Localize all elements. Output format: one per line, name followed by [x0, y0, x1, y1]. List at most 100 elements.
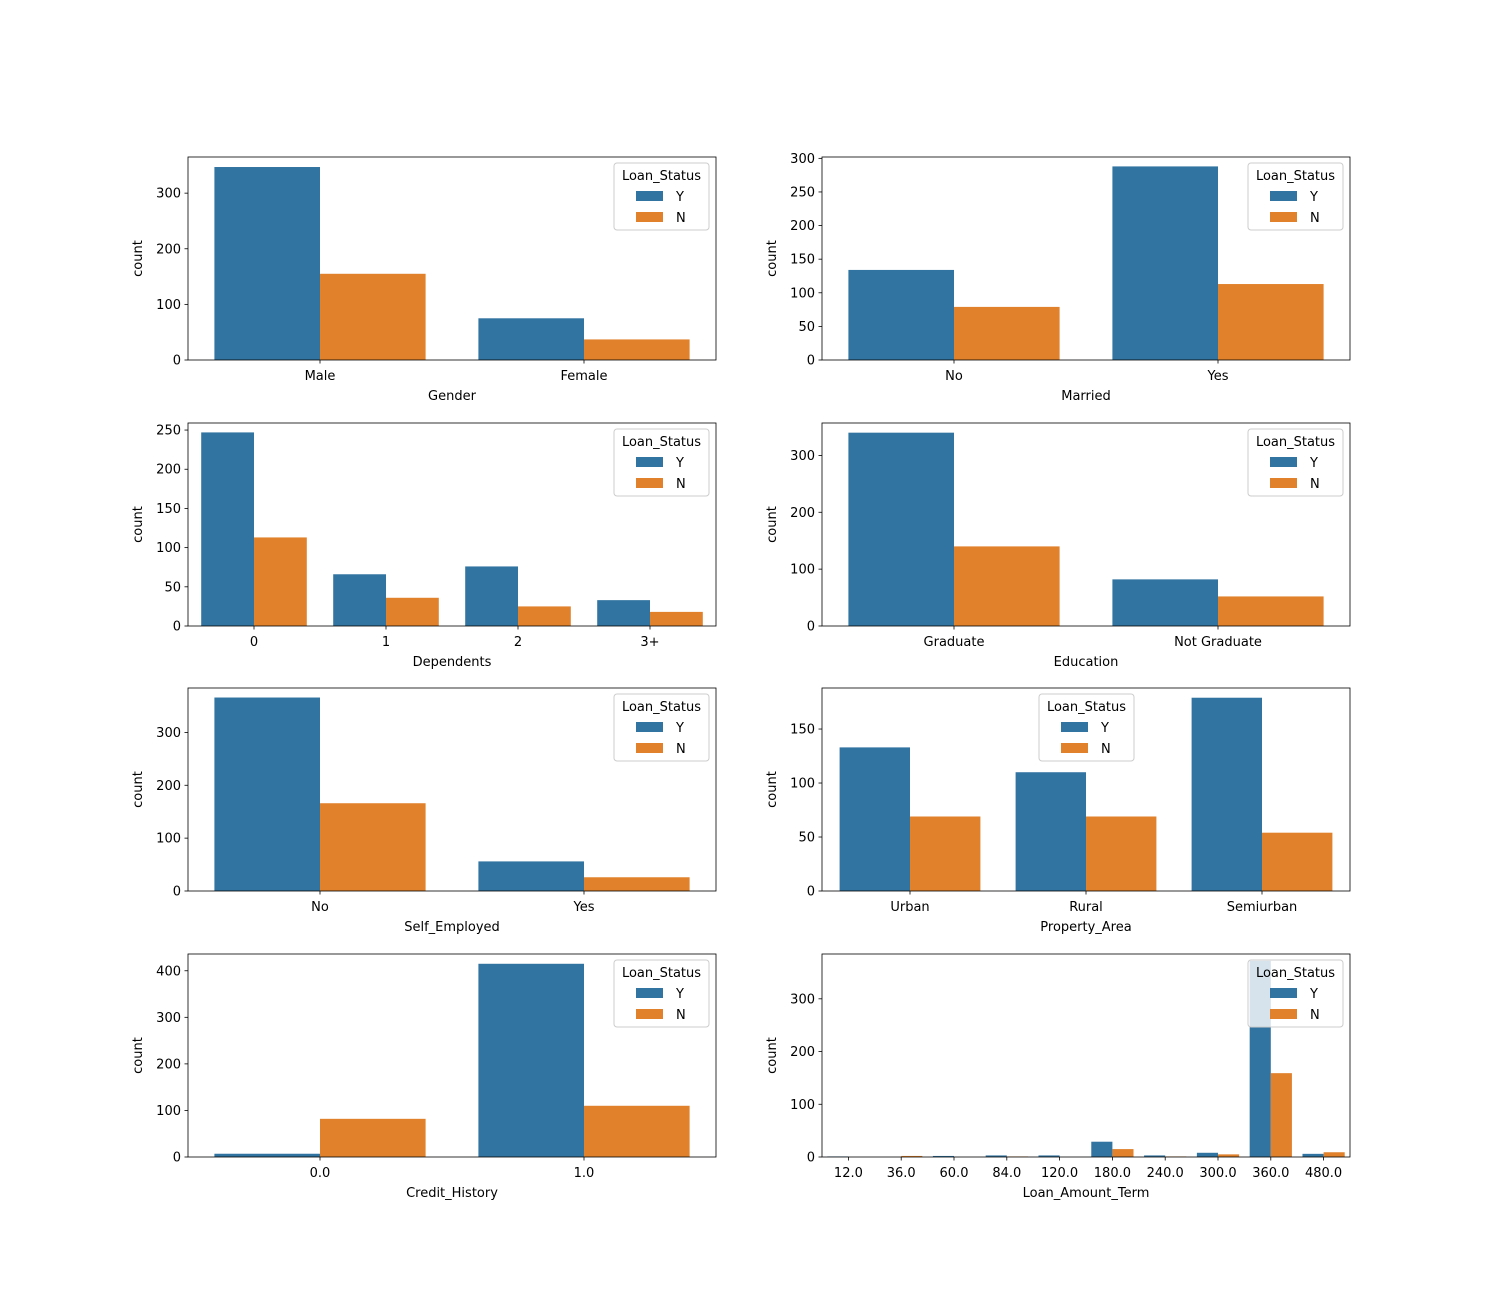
bar-n-1 — [386, 597, 439, 626]
bar-y-no — [214, 697, 320, 891]
y-tick-label: 0 — [173, 1151, 181, 1166]
legend-swatch-y — [1061, 722, 1088, 732]
legend: Loan_Status YN — [1247, 428, 1344, 497]
y-tick-label: 100 — [790, 563, 815, 578]
legend-title: Loan_Status — [1256, 966, 1335, 981]
x-tick-label: 1 — [382, 635, 390, 650]
y-axis-label: count — [765, 1037, 780, 1074]
y-tick-label: 0 — [807, 885, 815, 900]
bar-n-female — [584, 339, 690, 360]
legend-title: Loan_Status — [622, 169, 701, 184]
subplot-dependents: 0 1 2 3+ 0 50 100 150 200 250 Dependents count Loan_… — [131, 422, 717, 670]
x-tick-label: 84.0 — [992, 1166, 1021, 1181]
bar-n-180.0 — [1112, 1149, 1134, 1157]
legend-title: Loan_Status — [1256, 169, 1335, 184]
axes-frame — [187, 953, 717, 1158]
legend-label-n: N — [1310, 477, 1320, 492]
legend-swatch-y — [1270, 988, 1297, 998]
x-tick-label: 480.0 — [1305, 1166, 1342, 1181]
legend-swatch-n — [636, 478, 663, 488]
y-axis-label: count — [765, 506, 780, 543]
y-tick-label: 0 — [173, 885, 181, 900]
bar-n-male — [320, 273, 426, 360]
y-axis-label: count — [131, 240, 146, 277]
legend-swatch-n — [1270, 478, 1297, 488]
legend-label-y: Y — [675, 721, 684, 736]
x-tick-label: No — [311, 900, 329, 915]
legend-title: Loan_Status — [622, 700, 701, 715]
y-tick-label: 200 — [156, 1057, 181, 1072]
x-tick-label: 12.0 — [834, 1166, 863, 1181]
y-tick-label: 100 — [156, 541, 181, 556]
y-tick-label: 300 — [156, 1011, 181, 1026]
legend: Loan_Status YN — [613, 428, 710, 497]
bar-n-360.0 — [1270, 1073, 1292, 1157]
bar-y-yes — [1112, 166, 1218, 360]
legend-title: Loan_Status — [1256, 435, 1335, 450]
y-tick-label: 0 — [807, 354, 815, 369]
legend-swatch-y — [1270, 191, 1297, 201]
legend-label-n: N — [676, 477, 686, 492]
axes-frame — [187, 687, 717, 892]
y-tick-label: 100 — [790, 777, 815, 792]
x-tick-label: 2 — [514, 635, 522, 650]
x-axis-label: Education — [1054, 655, 1119, 670]
bar-n-0 — [254, 537, 307, 626]
bar-n-urban — [910, 816, 981, 891]
legend-label-n: N — [676, 1008, 686, 1023]
bar-n-rural — [1086, 816, 1157, 891]
legend-swatch-y — [636, 191, 663, 201]
bar-n-36.0 — [901, 1155, 923, 1157]
bar-y-0 — [201, 432, 254, 626]
x-tick-label: 180.0 — [1094, 1166, 1131, 1181]
y-tick-label: 150 — [156, 502, 181, 517]
subplot-loan-amount-term: 12.0 36.0 60.0 84.0 120.0 180.0 240.0 300.0 360.… — [765, 953, 1351, 1201]
y-tick-label: 200 — [790, 506, 815, 521]
x-tick-label: Rural — [1069, 900, 1103, 915]
x-tick-label: 36.0 — [887, 1166, 916, 1181]
legend: Loan_Status YN — [1247, 162, 1344, 231]
y-tick-label: 300 — [790, 992, 815, 1007]
y-axis-label: count — [765, 771, 780, 808]
bar-n-2 — [518, 606, 571, 626]
legend-swatch-n — [1061, 743, 1088, 753]
legend: Loan_Status YN — [613, 959, 710, 1028]
bar-y-60.0 — [932, 1155, 954, 1157]
x-tick-label: Male — [305, 369, 336, 384]
axes-frame — [821, 953, 1351, 1158]
legend-swatch-n — [636, 743, 663, 753]
bar-y-84.0 — [985, 1155, 1007, 1157]
subplot-gender: Male Female 0 100 200 300 Gender count Loan_Stat… — [131, 156, 717, 404]
y-tick-label: 100 — [156, 298, 181, 313]
y-tick-label: 0 — [173, 620, 181, 635]
bar-y-0.0 — [214, 1153, 320, 1157]
y-tick-label: 300 — [790, 449, 815, 464]
legend-label-y: Y — [1100, 721, 1109, 736]
y-tick-label: 50 — [798, 320, 815, 335]
y-tick-label: 0 — [807, 620, 815, 635]
bar-y-1 — [333, 574, 386, 626]
legend-swatch-y — [636, 722, 663, 732]
x-tick-label: 240.0 — [1147, 1166, 1184, 1181]
y-tick-label: 50 — [164, 580, 181, 595]
y-tick-label: 300 — [156, 726, 181, 741]
bar-y-not-graduate — [1112, 579, 1218, 626]
bar-n-no — [954, 306, 1060, 360]
y-tick-label: 150 — [790, 723, 815, 738]
y-tick-label: 100 — [790, 286, 815, 301]
x-axis-label: Married — [1061, 389, 1111, 404]
bar-n-semiurban — [1262, 832, 1333, 891]
x-tick-label: 3+ — [640, 635, 659, 650]
x-axis-label: Self_Employed — [404, 920, 500, 935]
legend-title: Loan_Status — [1047, 700, 1126, 715]
bar-n-graduate — [954, 546, 1060, 626]
subplot-education: Graduate Not Graduate 0 100 200 300 Education c… — [765, 422, 1351, 670]
bar-n-not-graduate — [1218, 596, 1324, 626]
x-tick-label: 60.0 — [940, 1166, 969, 1181]
x-tick-label: 300.0 — [1199, 1166, 1236, 1181]
legend-label-n: N — [1101, 742, 1111, 757]
legend: Loan_Status YN — [613, 693, 710, 762]
legend-label-n: N — [676, 742, 686, 757]
legend-label-y: Y — [1309, 987, 1318, 1002]
